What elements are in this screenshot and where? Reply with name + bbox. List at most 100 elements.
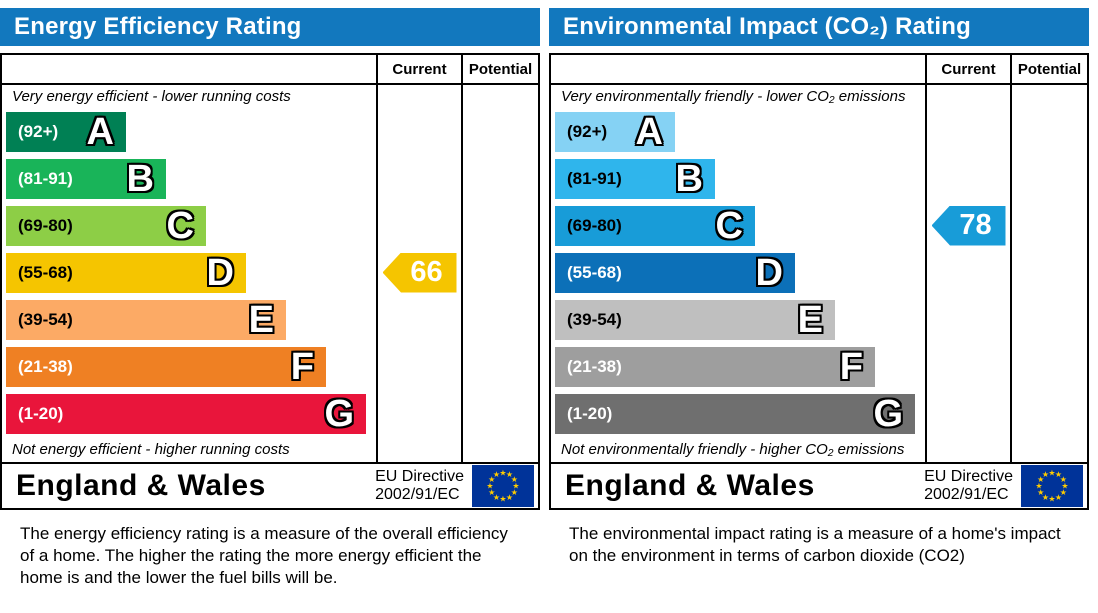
- potential-column-header: Potential: [461, 55, 538, 83]
- svg-text:★: ★: [1060, 475, 1067, 484]
- band-range: (1-20): [18, 403, 64, 423]
- current-column-header: Current: [925, 55, 1010, 83]
- band-letter: C: [715, 204, 743, 247]
- current-cell: [925, 249, 1010, 296]
- current-cell: 66: [376, 249, 461, 296]
- band-range: (1-20): [567, 403, 613, 423]
- band-row-d: (55-68) D: [551, 249, 1087, 296]
- current-column-header: Current: [376, 55, 461, 83]
- band-f: (21-38) F: [6, 345, 326, 388]
- potential-cell: [461, 296, 538, 343]
- band-row-f: (21-38) F: [551, 343, 1087, 390]
- energy-rating-table: Current Potential Very energy efficient …: [0, 53, 540, 464]
- svg-text:★: ★: [1042, 493, 1049, 502]
- svg-text:★: ★: [486, 482, 493, 491]
- top-note: Very environmentally friendly - lower CO…: [561, 88, 906, 105]
- svg-text:★: ★: [493, 470, 500, 479]
- band-row-c: (69-80) C 78: [551, 202, 1087, 249]
- band-f: (21-38) F: [555, 345, 875, 388]
- svg-text:★: ★: [1035, 482, 1042, 491]
- potential-cell: [1010, 155, 1087, 202]
- band-e: (39-54) E: [555, 298, 835, 341]
- band-row-g: (1-20) G: [551, 390, 1087, 437]
- potential-cell: [461, 249, 538, 296]
- current-rating-value: 78: [959, 209, 992, 241]
- potential-cell: [1010, 390, 1087, 437]
- band-letter: A: [635, 110, 663, 153]
- svg-text:★: ★: [1060, 488, 1067, 497]
- band-range: (92+): [567, 121, 608, 141]
- svg-text:★: ★: [488, 488, 495, 497]
- potential-cell: [1010, 296, 1087, 343]
- potential-cell: [461, 390, 538, 437]
- svg-text:★: ★: [506, 470, 513, 479]
- band-b: (81-91) B: [6, 157, 166, 200]
- eu-directive-label: EU Directive 2002/91/EC: [375, 467, 464, 503]
- band-letter: B: [126, 157, 154, 200]
- jurisdiction-footer: England & Wales EU Directive 2002/91/EC …: [549, 462, 1089, 510]
- potential-cell: [461, 343, 538, 390]
- band-g: (1-20) G: [555, 393, 915, 434]
- current-cell: [376, 390, 461, 437]
- panel-title: Environmental Impact (CO₂) Rating: [549, 8, 1089, 46]
- jurisdiction-footer: England & Wales EU Directive 2002/91/EC …: [0, 462, 540, 510]
- bottom-note-row: Not environmentally friendly - higher CO…: [551, 437, 1087, 462]
- panel-title: Energy Efficiency Rating: [0, 8, 540, 46]
- current-rating-arrow: 66: [382, 252, 457, 293]
- svg-text:★: ★: [1061, 482, 1068, 491]
- band-row-f: (21-38) F: [2, 343, 538, 390]
- band-row-b: (81-91) B: [551, 155, 1087, 202]
- band-letter: E: [797, 298, 823, 341]
- svg-text:★: ★: [493, 493, 500, 502]
- band-row-c: (69-80) C: [2, 202, 538, 249]
- bottom-note-row: Not energy efficient - higher running co…: [2, 437, 538, 462]
- eu-flag-icon: ★ ★ ★ ★ ★ ★ ★ ★ ★ ★ ★ ★: [472, 465, 534, 507]
- svg-text:★: ★: [1048, 469, 1055, 478]
- current-cell: [376, 296, 461, 343]
- bottom-note: Not environmentally friendly - higher CO…: [561, 441, 905, 458]
- current-cell: [376, 343, 461, 390]
- current-cell: [925, 108, 1010, 155]
- band-row-d: (55-68) D 66: [2, 249, 538, 296]
- environmental-rating-table: Current Potential Very environmentally f…: [549, 53, 1089, 464]
- current-cell: [925, 296, 1010, 343]
- current-cell: [376, 108, 461, 155]
- band-e: (39-54) E: [6, 299, 286, 340]
- band-g: (1-20) G: [6, 393, 366, 434]
- band-range: (69-80): [18, 215, 73, 235]
- band-range: (39-54): [18, 309, 73, 329]
- band-b: (81-91) B: [555, 158, 715, 199]
- svg-text:★: ★: [512, 482, 519, 491]
- svg-text:★: ★: [506, 493, 513, 502]
- potential-cell: [1010, 343, 1087, 390]
- rating-description: The energy efficiency rating is a measur…: [20, 524, 508, 587]
- band-letter: D: [755, 251, 783, 294]
- band-letter: F: [290, 345, 314, 388]
- band-d: (55-68) D: [6, 252, 246, 293]
- band-row-b: (81-91) B: [2, 155, 538, 202]
- jurisdiction-label: England & Wales: [565, 469, 815, 502]
- eu-directive-label: EU Directive 2002/91/EC: [924, 467, 1013, 503]
- band-range: (55-68): [18, 262, 73, 282]
- current-cell: 78: [925, 202, 1010, 249]
- eu-flag-icon: ★ ★ ★ ★ ★ ★ ★ ★ ★ ★ ★ ★: [1021, 465, 1083, 507]
- current-rating-value: 66: [410, 256, 443, 288]
- header-spacer: [2, 55, 376, 83]
- band-range: (81-91): [18, 168, 73, 188]
- svg-text:★: ★: [488, 475, 495, 484]
- band-letter: F: [839, 345, 863, 388]
- column-header-row: Current Potential: [551, 55, 1087, 85]
- environmental-impact-panel: Environmental Impact (CO₂) Rating Curren…: [549, 8, 1089, 567]
- band-range: (69-80): [567, 215, 622, 235]
- band-a: (92+) A: [6, 111, 126, 152]
- current-cell: [376, 202, 461, 249]
- svg-text:★: ★: [499, 469, 506, 478]
- potential-cell: [461, 202, 538, 249]
- band-row-g: (1-20) G: [2, 390, 538, 437]
- current-cell: [925, 155, 1010, 202]
- current-rating-arrow: 78: [931, 205, 1006, 246]
- potential-cell: [1010, 202, 1087, 249]
- current-cell: [376, 155, 461, 202]
- svg-text:★: ★: [511, 488, 518, 497]
